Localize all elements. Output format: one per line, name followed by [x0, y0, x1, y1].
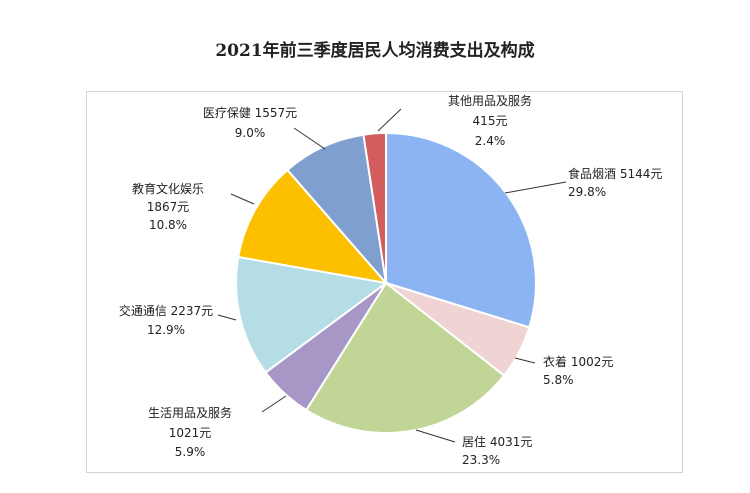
- data-label-percent-6: 10.8%: [149, 218, 187, 232]
- data-label-percent-2: 5.8%: [543, 373, 574, 387]
- data-label-category-value-7: 医疗保健 1557元: [203, 106, 297, 120]
- data-label-percent-3: 23.3%: [462, 453, 500, 467]
- data-label-percent-4: 5.9%: [175, 445, 206, 459]
- pie-slice-5: [235, 255, 389, 374]
- data-label-category-value-2: 衣着 1002元: [543, 354, 613, 369]
- data-label-value-4: 1021元: [169, 426, 212, 440]
- data-label-category-value-3: 居住 4031元: [462, 435, 532, 449]
- pie-slice-8: [362, 131, 387, 284]
- chart-title: 2021年前三季度居民人均消费支出及构成: [215, 41, 535, 61]
- leader-line-5: [217, 314, 237, 321]
- leader-line-6: [230, 193, 255, 205]
- leader-line-2: [514, 357, 536, 364]
- data-label-percent-1: 29.8%: [568, 185, 606, 199]
- data-label-value-6: 1867元: [147, 200, 190, 214]
- leader-line-8: [377, 108, 402, 132]
- data-label-category-value-5: 交通通信 2237元: [119, 303, 213, 318]
- leader-line-1: [504, 181, 567, 194]
- pie-slice-6: [237, 168, 389, 285]
- data-label-category-4: 生活用品及服务: [148, 405, 232, 420]
- data-label-category-8: 其他用品及服务: [448, 93, 532, 108]
- pie-slice-3: [304, 281, 506, 434]
- leader-line-7: [293, 127, 326, 150]
- leader-line-4: [261, 395, 287, 413]
- leader-line-3: [415, 429, 456, 443]
- data-label-category-6: 教育文化娱乐: [132, 181, 204, 196]
- plot-area-frame: [86, 91, 683, 473]
- pie-slice-7: [285, 133, 388, 287]
- data-label-percent-8: 2.4%: [475, 134, 506, 148]
- data-label-category-value-1: 食品烟酒 5144元: [568, 166, 662, 181]
- data-label-percent-5: 12.9%: [147, 323, 185, 337]
- data-label-percent-7: 9.0%: [235, 126, 266, 140]
- pie-slice-1: [385, 131, 537, 329]
- data-label-value-8: 415元: [473, 114, 508, 128]
